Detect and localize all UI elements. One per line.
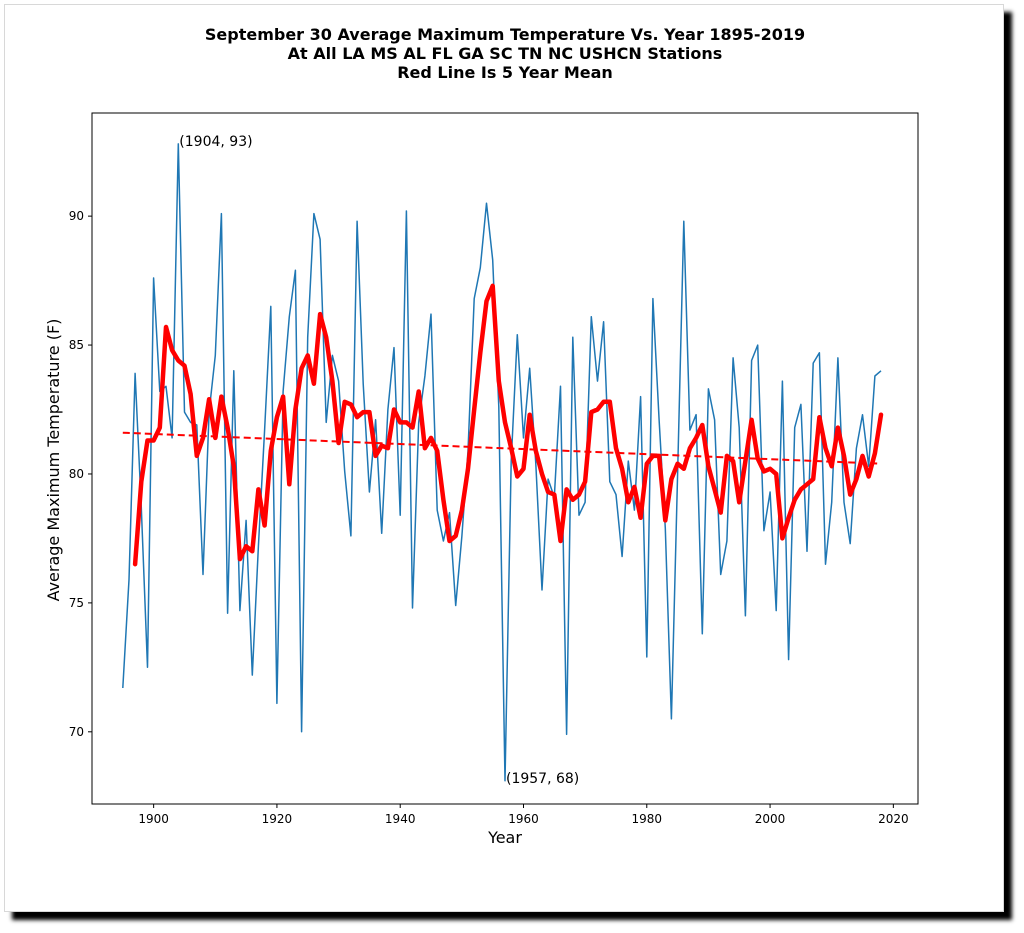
x-tick-label: 1920 xyxy=(262,812,293,826)
x-tick-label: 2020 xyxy=(878,812,909,826)
yearly-series-line xyxy=(122,143,882,782)
x-tick-label: 1940 xyxy=(385,812,416,826)
x-axis-label: Year xyxy=(487,828,522,847)
x-tick-label: 2000 xyxy=(755,812,786,826)
point-annotation: (1957, 68) xyxy=(506,771,579,787)
y-tick-label: 80 xyxy=(69,467,84,481)
x-tick-label: 1900 xyxy=(138,812,169,826)
annotations: (1904, 93) (1957, 68) xyxy=(179,134,579,787)
point-annotation: (1904, 93) xyxy=(179,134,252,150)
trend-line xyxy=(122,431,882,465)
chart-title-line-3: Red Line Is 5 Year Mean xyxy=(397,63,613,82)
axis-ticks: 1900 1920 1940 1960 1980 2000 2020 70 75 80 85 90 xyxy=(69,209,909,826)
y-axis-label: Average Maximum Temperature (F) xyxy=(44,319,63,602)
x-tick-label: 1960 xyxy=(508,812,539,826)
y-tick-label: 85 xyxy=(69,338,84,352)
y-tick-label: 75 xyxy=(69,596,84,610)
x-tick-label: 1980 xyxy=(632,812,663,826)
chart-title-line-2: At All LA MS AL FL GA SC TN NC USHCN Sta… xyxy=(288,44,723,63)
chart-title-line-1: September 30 Average Maximum Temperature… xyxy=(205,25,805,44)
five-year-mean-line xyxy=(132,283,884,567)
y-tick-label: 90 xyxy=(69,209,84,223)
y-tick-label: 70 xyxy=(69,725,84,739)
series-layer xyxy=(122,143,884,782)
